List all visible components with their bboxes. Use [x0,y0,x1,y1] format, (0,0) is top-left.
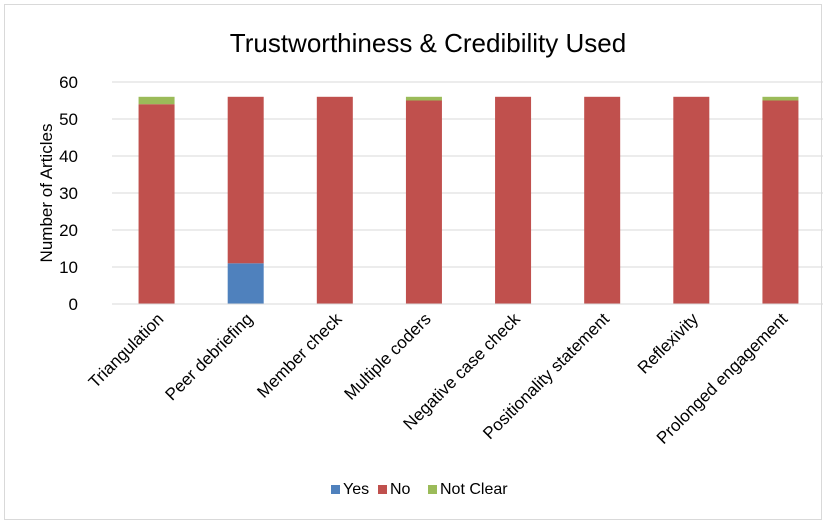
y-tick-label: 50 [59,110,78,129]
legend-label: No [390,481,411,498]
legend-swatch [378,485,387,494]
bar-segment-no [673,96,710,304]
legend-swatch [331,485,340,494]
bar-segment-no [495,96,532,304]
y-tick-label: 10 [59,258,78,277]
gridlines [112,81,823,268]
legend-label: Yes [343,481,369,498]
chart-title: Trustworthiness & Credibility Used [230,28,626,58]
y-tick-label: 60 [59,73,78,92]
x-tick-label: Member check [253,309,346,402]
x-tick-label: Multiple coders [340,309,434,403]
y-tick-label: 40 [59,147,78,166]
legend: Yes No Not Clear [331,481,508,498]
y-axis-title: Number of Articles [37,124,56,263]
y-axis-ticks: 0 10 20 30 40 50 60 [59,73,78,314]
x-tick-label: Triangulation [85,309,167,391]
legend-swatch [428,485,437,494]
bar-segment-not-clear [405,96,442,101]
legend-label: Not Clear [440,481,508,498]
bar-segment-not-clear [762,96,799,101]
bar-segment-no [138,104,175,304]
x-tick-label: Peer debriefing [162,309,257,404]
y-tick-label: 0 [69,295,78,314]
x-tick-label: Reflexivity [634,309,703,378]
bar-segment-no [227,96,264,264]
bar-segment-no [762,100,799,304]
y-tick-label: 20 [59,221,78,240]
bar-segment-no [584,96,621,304]
bar-segment-not-clear [138,96,175,105]
bars [138,96,799,304]
bar-segment-no [405,100,442,304]
bar-segment-no [316,96,353,304]
y-tick-label: 30 [59,184,78,203]
bar-segment-yes [227,263,264,304]
